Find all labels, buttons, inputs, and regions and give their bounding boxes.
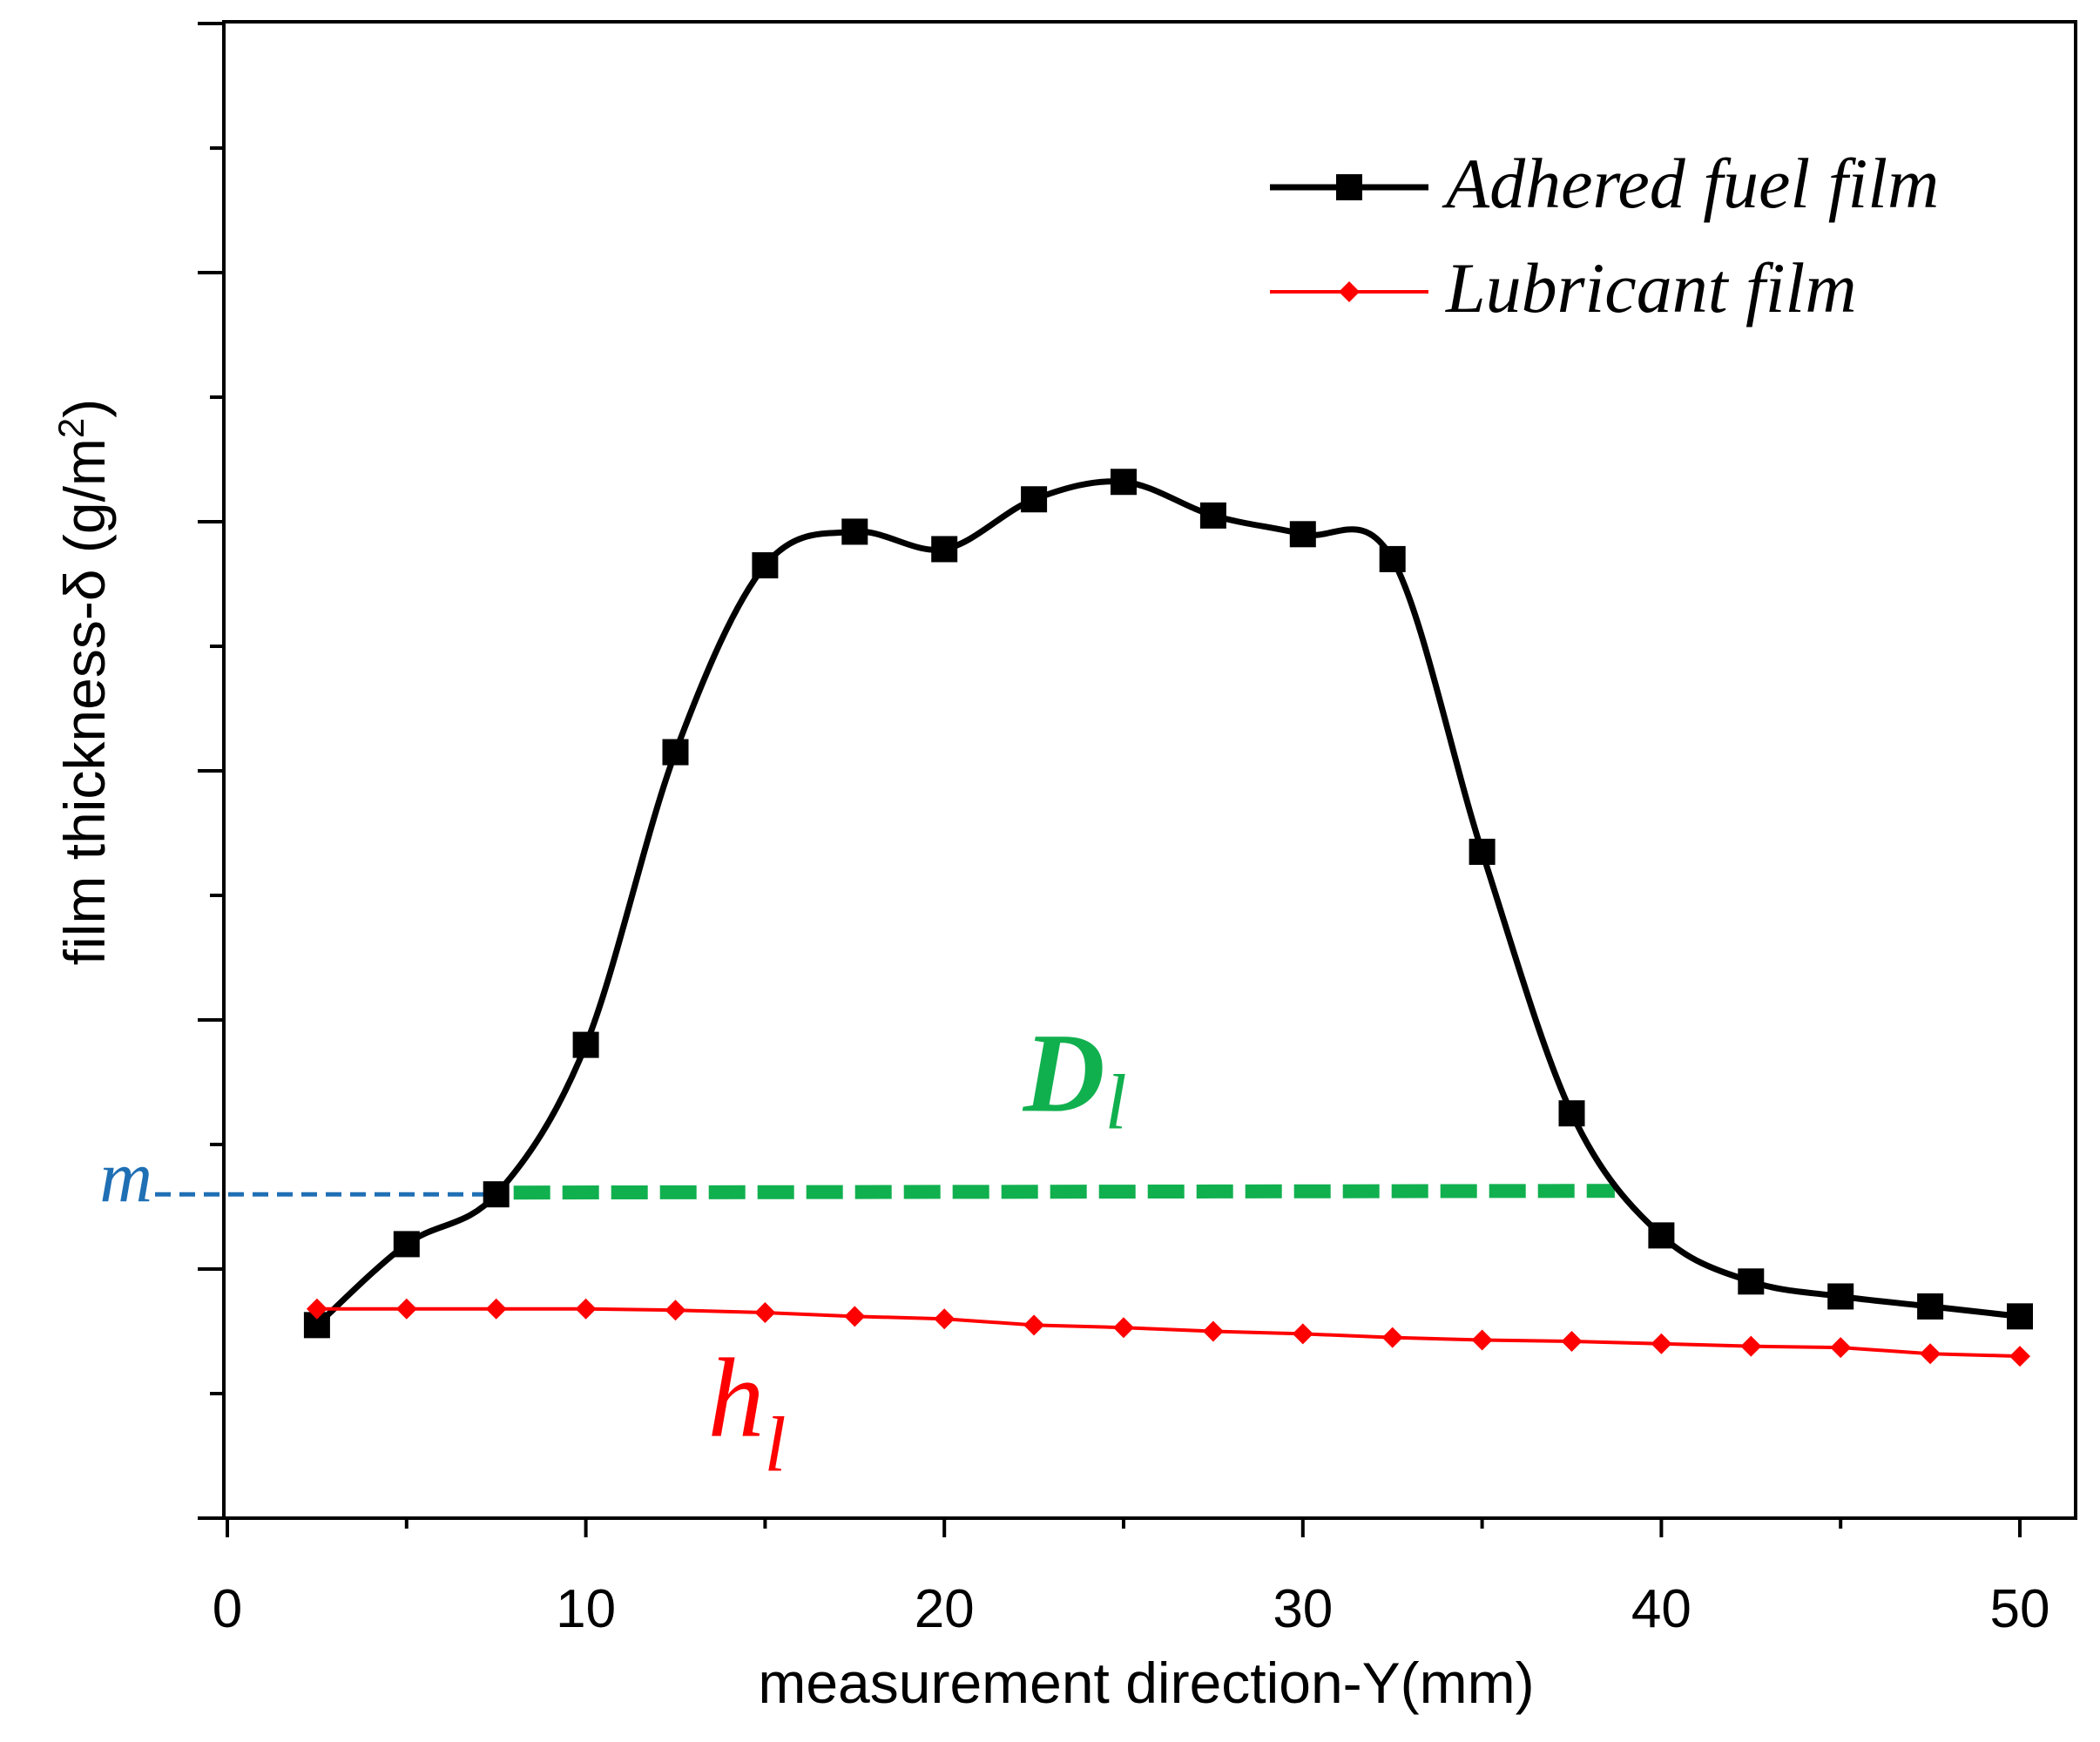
point-adhered-fuel-film-14	[1558, 1100, 1585, 1127]
point-adhered-fuel-film-11	[1289, 521, 1316, 548]
series-line-lubricant-film	[316, 1306, 2021, 1359]
point-lubricant-film-7	[934, 1308, 955, 1330]
y-axis-ticks	[198, 22, 224, 1520]
point-lubricant-film-13	[1471, 1329, 1493, 1351]
x-tick-label-10: 10	[556, 1579, 616, 1639]
point-adhered-fuel-film-4	[662, 739, 689, 766]
h-label: hl	[708, 1336, 787, 1489]
point-adhered-fuel-film-7	[931, 536, 958, 563]
point-adhered-fuel-film-18	[1917, 1293, 1944, 1320]
point-adhered-fuel-film-16	[1738, 1268, 1765, 1295]
legend: Adhered fuel film Lubricant film	[1270, 144, 1939, 327]
point-adhered-fuel-film-3	[572, 1031, 599, 1058]
D-width-line	[513, 1184, 1615, 1200]
point-adhered-fuel-film-5	[752, 552, 779, 579]
point-adhered-fuel-film-8	[1021, 486, 1048, 513]
point-lubricant-film-3	[575, 1298, 597, 1320]
point-lubricant-film-5	[754, 1302, 776, 1324]
point-lubricant-film-6	[844, 1306, 866, 1327]
point-lubricant-film-18	[1920, 1343, 1941, 1365]
point-lubricant-film-0	[306, 1298, 327, 1320]
legend-marker-lubricant-film	[1339, 281, 1360, 302]
point-lubricant-film-19	[2009, 1346, 2030, 1367]
D-label: Dl	[1023, 1010, 1127, 1145]
point-adhered-fuel-film-10	[1199, 502, 1226, 529]
point-lubricant-film-4	[665, 1300, 686, 1321]
point-adhered-fuel-film-6	[841, 518, 868, 545]
x-tick-label-30: 30	[1273, 1579, 1333, 1639]
point-lubricant-film-14	[1561, 1330, 1583, 1352]
point-lubricant-film-2	[485, 1298, 507, 1320]
point-adhered-fuel-film-17	[1827, 1283, 1854, 1310]
point-adhered-fuel-film-1	[393, 1231, 420, 1258]
point-adhered-fuel-film-13	[1469, 838, 1496, 865]
point-lubricant-film-17	[1830, 1337, 1852, 1359]
point-lubricant-film-11	[1292, 1323, 1313, 1345]
point-lubricant-film-16	[1740, 1335, 1762, 1357]
point-adhered-fuel-film-9	[1111, 469, 1137, 496]
point-lubricant-film-1	[395, 1298, 417, 1320]
series-line-adhered-fuel-film	[314, 478, 2021, 1327]
point-adhered-fuel-film-2	[483, 1181, 510, 1208]
x-tick-label-0: 0	[213, 1579, 242, 1639]
point-lubricant-film-9	[1113, 1317, 1134, 1339]
point-adhered-fuel-film-15	[1648, 1222, 1675, 1249]
x-axis-label: measurement direction-Y(mm)	[758, 1651, 1534, 1715]
m-label: m	[99, 1137, 152, 1218]
legend-marker-adhered-fuel-film	[1336, 174, 1362, 200]
series-layer	[303, 469, 2033, 1367]
point-adhered-fuel-film-19	[2007, 1303, 2033, 1330]
x-axis-ticks: 0 10 20 30 40 50	[213, 1518, 2050, 1639]
legend-label-lubricant-film: Lubricant film	[1445, 248, 1857, 327]
x-tick-label-50: 50	[1990, 1579, 2050, 1639]
point-lubricant-film-15	[1651, 1333, 1672, 1354]
point-lubricant-film-12	[1381, 1327, 1403, 1348]
point-lubricant-film-8	[1023, 1314, 1045, 1336]
x-tick-label-40: 40	[1631, 1579, 1691, 1639]
legend-label-adhered-fuel-film: Adhered fuel film	[1442, 144, 1939, 223]
annotations: m Dl hl	[99, 1010, 1615, 1489]
y-axis-label: film thickness-δ (g/m2)	[51, 399, 117, 966]
x-tick-label-20: 20	[915, 1579, 975, 1639]
point-lubricant-film-10	[1202, 1320, 1224, 1342]
point-adhered-fuel-film-12	[1379, 545, 1406, 572]
